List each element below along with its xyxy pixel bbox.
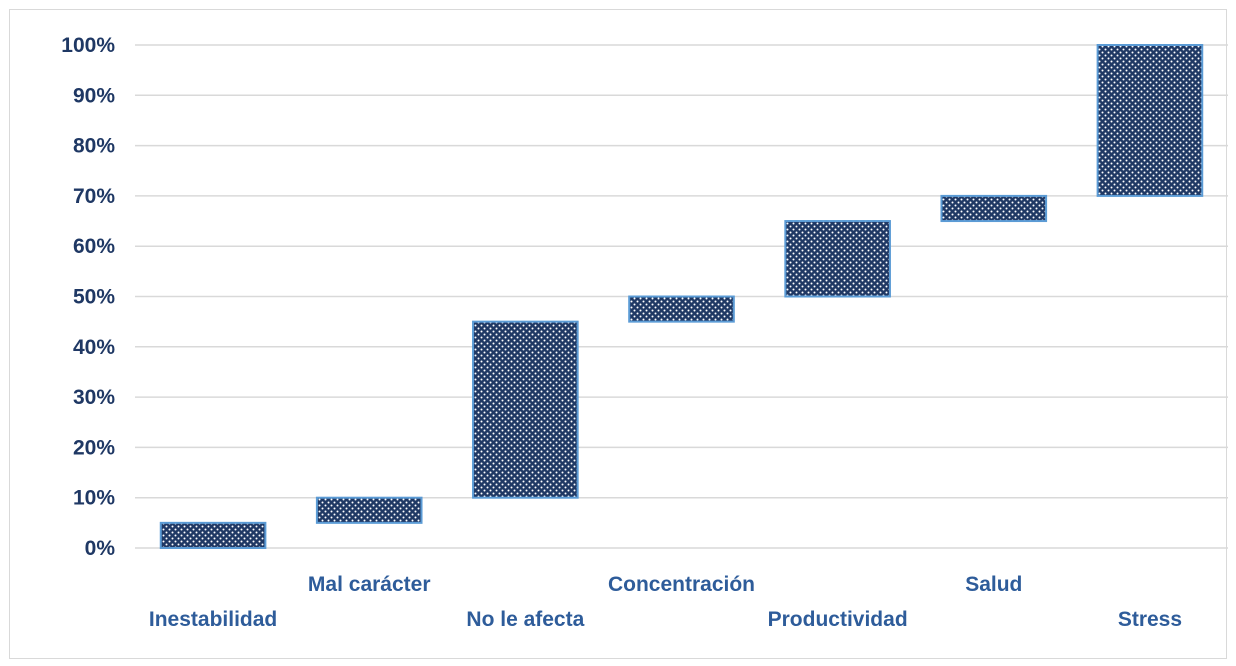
bar-0 xyxy=(159,521,267,549)
y-tick-label: 80% xyxy=(73,135,115,158)
y-tick-label: 40% xyxy=(73,336,115,359)
bars xyxy=(159,44,1204,549)
y-tick-label: 70% xyxy=(73,185,115,208)
y-tick-label: 50% xyxy=(73,286,115,309)
y-tick-label: 90% xyxy=(73,84,115,107)
x-category-label: Productividad xyxy=(768,608,908,631)
y-tick-label: 10% xyxy=(73,487,115,510)
y-tick-label: 60% xyxy=(73,235,115,258)
bar-6 xyxy=(1096,44,1204,197)
bar-2 xyxy=(472,320,579,499)
x-category-label: Salud xyxy=(965,573,1022,596)
chart-frame xyxy=(9,9,1227,659)
bar-1 xyxy=(315,496,423,524)
x-category-label: No le afecta xyxy=(466,608,584,631)
x-category-label: Inestabilidad xyxy=(149,608,277,631)
bar-5 xyxy=(940,194,1048,223)
y-tick-label: 100% xyxy=(61,34,115,57)
bar-4 xyxy=(784,220,891,298)
y-tick-label: 30% xyxy=(73,386,115,409)
x-category-label: Concentración xyxy=(608,573,755,596)
x-axis: Inestabilidad Mal carácter No le afecta Con… xyxy=(149,573,1182,631)
x-category-label: Mal carácter xyxy=(308,573,431,596)
bar-3 xyxy=(628,295,735,323)
y-tick-label: 0% xyxy=(85,537,116,560)
y-tick-label: 20% xyxy=(73,436,115,459)
x-category-label: Stress xyxy=(1118,608,1182,631)
y-axis: 0% 10% 20% 30% 40% 50% 60% 70% 80% 90% 100% xyxy=(61,34,115,560)
